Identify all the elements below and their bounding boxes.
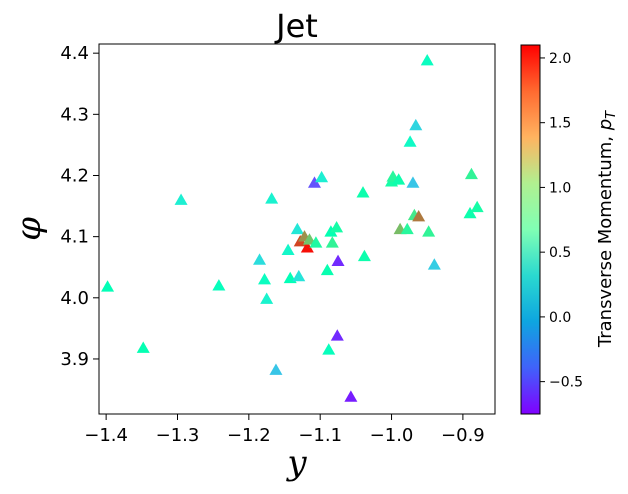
data-point bbox=[258, 272, 272, 285]
x-axis-ticks: −1.4 −1.3 −1.2 −1.1 −1.0 −0.9 bbox=[84, 414, 485, 446]
data-point bbox=[269, 363, 283, 375]
data-point bbox=[330, 329, 344, 341]
x-tick-label: −1.1 bbox=[298, 425, 342, 446]
colorbar-tick-label: 1.0 bbox=[549, 180, 571, 196]
colorbar-tick-label: 2.0 bbox=[549, 51, 571, 67]
y-axis-ticks: 3.9 4.0 4.1 4.2 4.3 4.4 bbox=[60, 43, 99, 370]
points-layer bbox=[101, 54, 484, 402]
x-tick-label: −1.3 bbox=[156, 425, 200, 446]
x-axis-label: y bbox=[285, 443, 307, 483]
data-point bbox=[409, 118, 423, 131]
data-point bbox=[265, 192, 279, 204]
x-tick-label: −1.0 bbox=[370, 425, 414, 446]
data-point bbox=[344, 390, 358, 402]
data-point bbox=[356, 186, 370, 198]
y-tick-label: 4.4 bbox=[60, 43, 89, 64]
data-point bbox=[300, 241, 314, 253]
colorbar-label: Transverse Momentum, pT bbox=[595, 110, 619, 348]
colorbar-label-text: Transverse Momentum, bbox=[595, 130, 616, 348]
x-tick-label: −1.4 bbox=[84, 425, 128, 446]
data-point bbox=[464, 167, 478, 180]
colorbar-tick-label: 0.0 bbox=[549, 310, 571, 326]
data-point bbox=[406, 176, 420, 188]
data-point bbox=[302, 233, 316, 245]
y-axis-label: φ bbox=[9, 217, 49, 241]
x-tick-label: −0.9 bbox=[441, 425, 485, 446]
data-point bbox=[331, 254, 345, 266]
data-point bbox=[392, 173, 406, 185]
data-point bbox=[325, 236, 339, 248]
colorbar-label-subscript: T bbox=[604, 110, 619, 119]
data-point bbox=[400, 222, 414, 235]
data-point bbox=[136, 341, 150, 353]
data-point bbox=[320, 263, 334, 276]
data-point bbox=[470, 200, 484, 213]
data-point bbox=[174, 193, 188, 205]
data-point bbox=[330, 220, 344, 233]
data-point bbox=[212, 279, 226, 291]
y-tick-label: 4.2 bbox=[60, 165, 89, 186]
data-point bbox=[322, 343, 336, 355]
data-point bbox=[463, 206, 477, 219]
data-point bbox=[253, 253, 267, 265]
data-point bbox=[292, 269, 306, 282]
data-point bbox=[260, 292, 274, 304]
data-point bbox=[307, 176, 321, 188]
data-point bbox=[412, 209, 426, 222]
colorbar-tick-label: −0.5 bbox=[549, 375, 583, 391]
colorbar-ticks: −0.5 0.0 0.5 1.0 1.5 2.0 bbox=[540, 51, 583, 391]
data-point bbox=[281, 243, 295, 255]
data-point bbox=[422, 225, 436, 237]
y-tick-label: 4.0 bbox=[60, 288, 89, 309]
data-point bbox=[427, 258, 441, 270]
data-point bbox=[324, 225, 338, 237]
plot-frame bbox=[98, 43, 496, 415]
data-point bbox=[357, 249, 371, 262]
x-tick-label: −1.2 bbox=[227, 425, 271, 446]
colorbar-tick-label: 0.5 bbox=[549, 245, 571, 261]
colorbar-label-symbol: p bbox=[595, 119, 616, 131]
data-point bbox=[420, 54, 434, 66]
y-tick-label: 4.1 bbox=[60, 227, 89, 248]
data-point bbox=[101, 280, 115, 292]
y-tick-label: 4.3 bbox=[60, 104, 89, 125]
colorbar-tick-label: 1.5 bbox=[549, 116, 571, 132]
y-tick-label: 3.9 bbox=[60, 349, 89, 370]
chart-title: Jet bbox=[274, 7, 318, 45]
data-point bbox=[315, 170, 329, 183]
data-point bbox=[290, 222, 304, 235]
colorbar bbox=[520, 44, 541, 415]
data-point bbox=[403, 135, 417, 147]
data-point bbox=[309, 236, 323, 248]
